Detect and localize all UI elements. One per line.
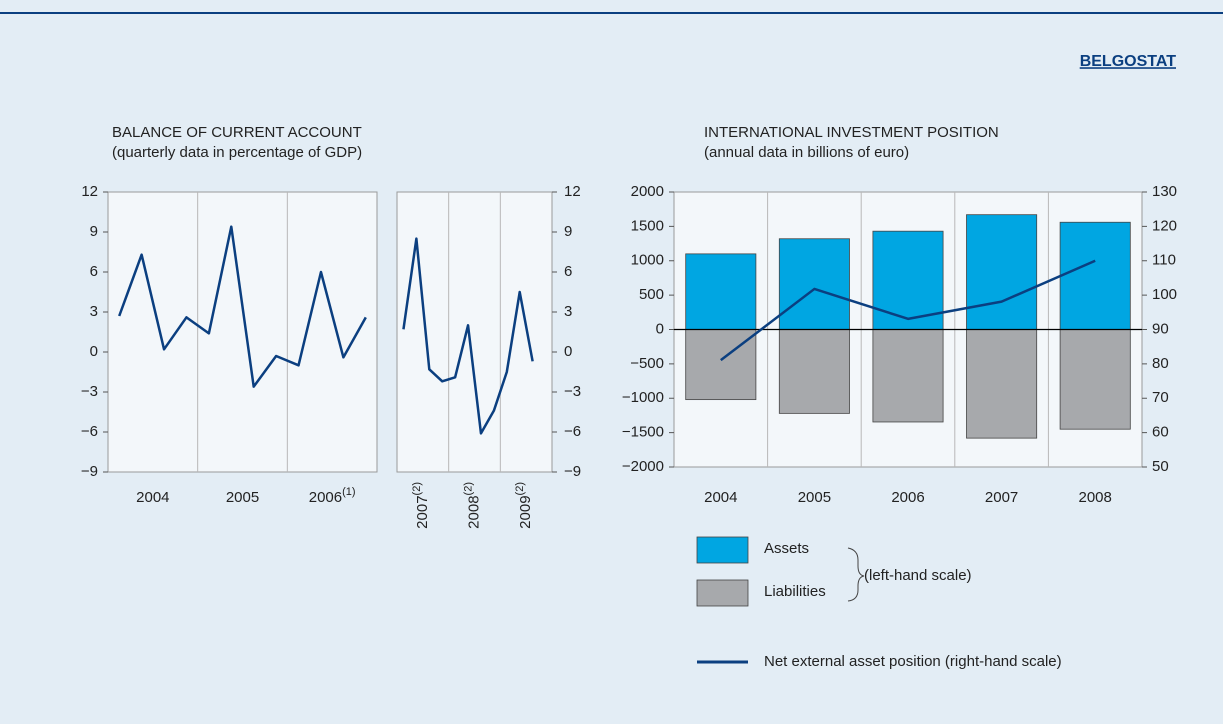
bar (685, 253, 757, 330)
line (402, 237, 534, 435)
category-label: 2004 (136, 489, 169, 506)
legend-swatch (696, 536, 749, 564)
category-label: 2009 (517, 495, 534, 528)
y2-tick-label: 60 (1152, 424, 1169, 441)
chart-title: INTERNATIONAL INVESTMENT POSITION (704, 124, 999, 141)
y2-tick-label: 110 (1152, 252, 1176, 269)
category-note: (2) (514, 482, 526, 495)
category-note: (2) (411, 482, 423, 495)
plot-area (107, 191, 378, 473)
y-tick-label: −2000 (622, 458, 664, 475)
y-tick-label: −9 (81, 463, 98, 480)
legend-label: Assets (764, 540, 809, 557)
y-tick-label: 0 (656, 320, 664, 337)
y-tick-label: −3 (81, 383, 98, 400)
y-tick-label: 500 (639, 286, 664, 303)
y-tick-label: 6 (564, 263, 572, 280)
y-tick-label: 9 (564, 223, 572, 240)
y-tick-label: 1500 (631, 217, 664, 234)
bar (966, 214, 1038, 330)
x-tick-label: 2008 (1079, 489, 1112, 506)
line (118, 225, 367, 388)
bar (1059, 221, 1131, 330)
y2-tick-label: 120 (1152, 217, 1177, 234)
line (720, 259, 1096, 362)
y-tick-label: 12 (81, 183, 98, 200)
bar (872, 329, 944, 423)
category-label: 2006 (309, 489, 342, 506)
y-tick-label: −6 (564, 423, 581, 440)
y-tick-label: 2000 (631, 183, 664, 200)
y-tick-label: −1000 (622, 389, 664, 406)
x-tick-label: 2004 (136, 489, 169, 506)
y-tick-label: 3 (90, 303, 98, 320)
category-label: 2007 (414, 495, 431, 528)
x-tick-label: 2007(2) (411, 482, 431, 529)
y-tick-label: 9 (90, 223, 98, 240)
y2-tick-label: 90 (1152, 320, 1169, 337)
y-tick-label: 12 (564, 183, 581, 200)
x-tick-label: 2005 (798, 489, 831, 506)
x-tick-label: 2005 (226, 489, 259, 506)
y2-tick-label: 100 (1152, 286, 1177, 303)
y-tick-label: 0 (90, 343, 98, 360)
legend-label: Liabilities (764, 583, 826, 600)
category-label: 2008 (465, 495, 482, 528)
legend-note: (left-hand scale) (864, 567, 972, 584)
legend-swatch (696, 579, 749, 607)
y2-tick-label: 70 (1152, 389, 1169, 406)
y-tick-label: 0 (564, 343, 572, 360)
x-tick-label: 2004 (704, 489, 737, 506)
bar (872, 230, 944, 330)
category-note: (1) (342, 486, 355, 498)
bar (1059, 329, 1131, 430)
category-note: (2) (462, 482, 474, 495)
top-rule (0, 12, 1223, 14)
y2-tick-label: 50 (1152, 458, 1169, 475)
y-tick-label: −500 (630, 355, 664, 372)
y-tick-label: −3 (564, 383, 581, 400)
y-tick-label: −9 (564, 463, 581, 480)
y-tick-label: −1500 (622, 424, 664, 441)
plot-area (396, 191, 553, 473)
x-tick-label: 2006(1) (309, 486, 356, 506)
x-tick-label: 2009(2) (514, 482, 534, 529)
x-tick-label: 2007 (985, 489, 1018, 506)
y2-tick-label: 130 (1152, 183, 1177, 200)
chart-subtitle: (annual data in billions of euro) (704, 144, 909, 161)
x-tick-label: 2006 (891, 489, 924, 506)
category-label: 2005 (226, 489, 259, 506)
chart-subtitle: (quarterly data in percentage of GDP) (112, 144, 362, 161)
bar (966, 329, 1038, 439)
x-tick-label: 2008(2) (462, 482, 482, 529)
y-tick-label: 6 (90, 263, 98, 280)
bar (778, 238, 850, 330)
bar (778, 329, 850, 414)
y-tick-label: 1000 (631, 252, 664, 269)
chart-title: BALANCE OF CURRENT ACCOUNT (112, 124, 362, 141)
legend-label: Net external asset position (right-hand … (764, 653, 1062, 670)
legend-brace (847, 547, 865, 602)
y2-tick-label: 80 (1152, 355, 1169, 372)
y-tick-label: −6 (81, 423, 98, 440)
belgostat-link[interactable]: BELGOSTAT (1080, 53, 1177, 70)
y-tick-label: 3 (564, 303, 572, 320)
